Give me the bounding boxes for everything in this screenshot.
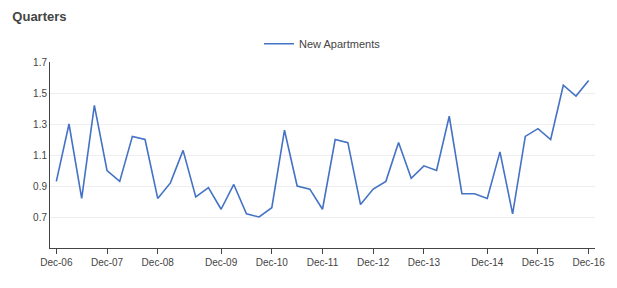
svg-text:1.3: 1.3 xyxy=(33,119,47,130)
svg-text:1.7: 1.7 xyxy=(33,57,47,68)
svg-text:1.5: 1.5 xyxy=(33,88,47,99)
svg-text:Dec-10: Dec-10 xyxy=(256,257,289,268)
svg-text:Dec-13: Dec-13 xyxy=(408,257,441,268)
svg-text:Dec-11: Dec-11 xyxy=(307,257,339,268)
svg-text:Dec-09: Dec-09 xyxy=(205,257,238,268)
svg-text:Quarters: Quarters xyxy=(12,9,66,24)
svg-text:0.9: 0.9 xyxy=(33,181,47,192)
svg-text:New Apartments: New Apartments xyxy=(299,38,380,50)
svg-text:Dec-15: Dec-15 xyxy=(522,257,555,268)
svg-text:Dec-07: Dec-07 xyxy=(91,257,124,268)
svg-text:Dec-12: Dec-12 xyxy=(357,257,390,268)
svg-text:Dec-16: Dec-16 xyxy=(573,257,606,268)
svg-text:Dec-14: Dec-14 xyxy=(471,257,504,268)
svg-text:0.7: 0.7 xyxy=(33,212,47,223)
svg-text:Dec-06: Dec-06 xyxy=(40,257,73,268)
svg-text:1.1: 1.1 xyxy=(33,150,47,161)
svg-text:Dec-08: Dec-08 xyxy=(142,257,175,268)
